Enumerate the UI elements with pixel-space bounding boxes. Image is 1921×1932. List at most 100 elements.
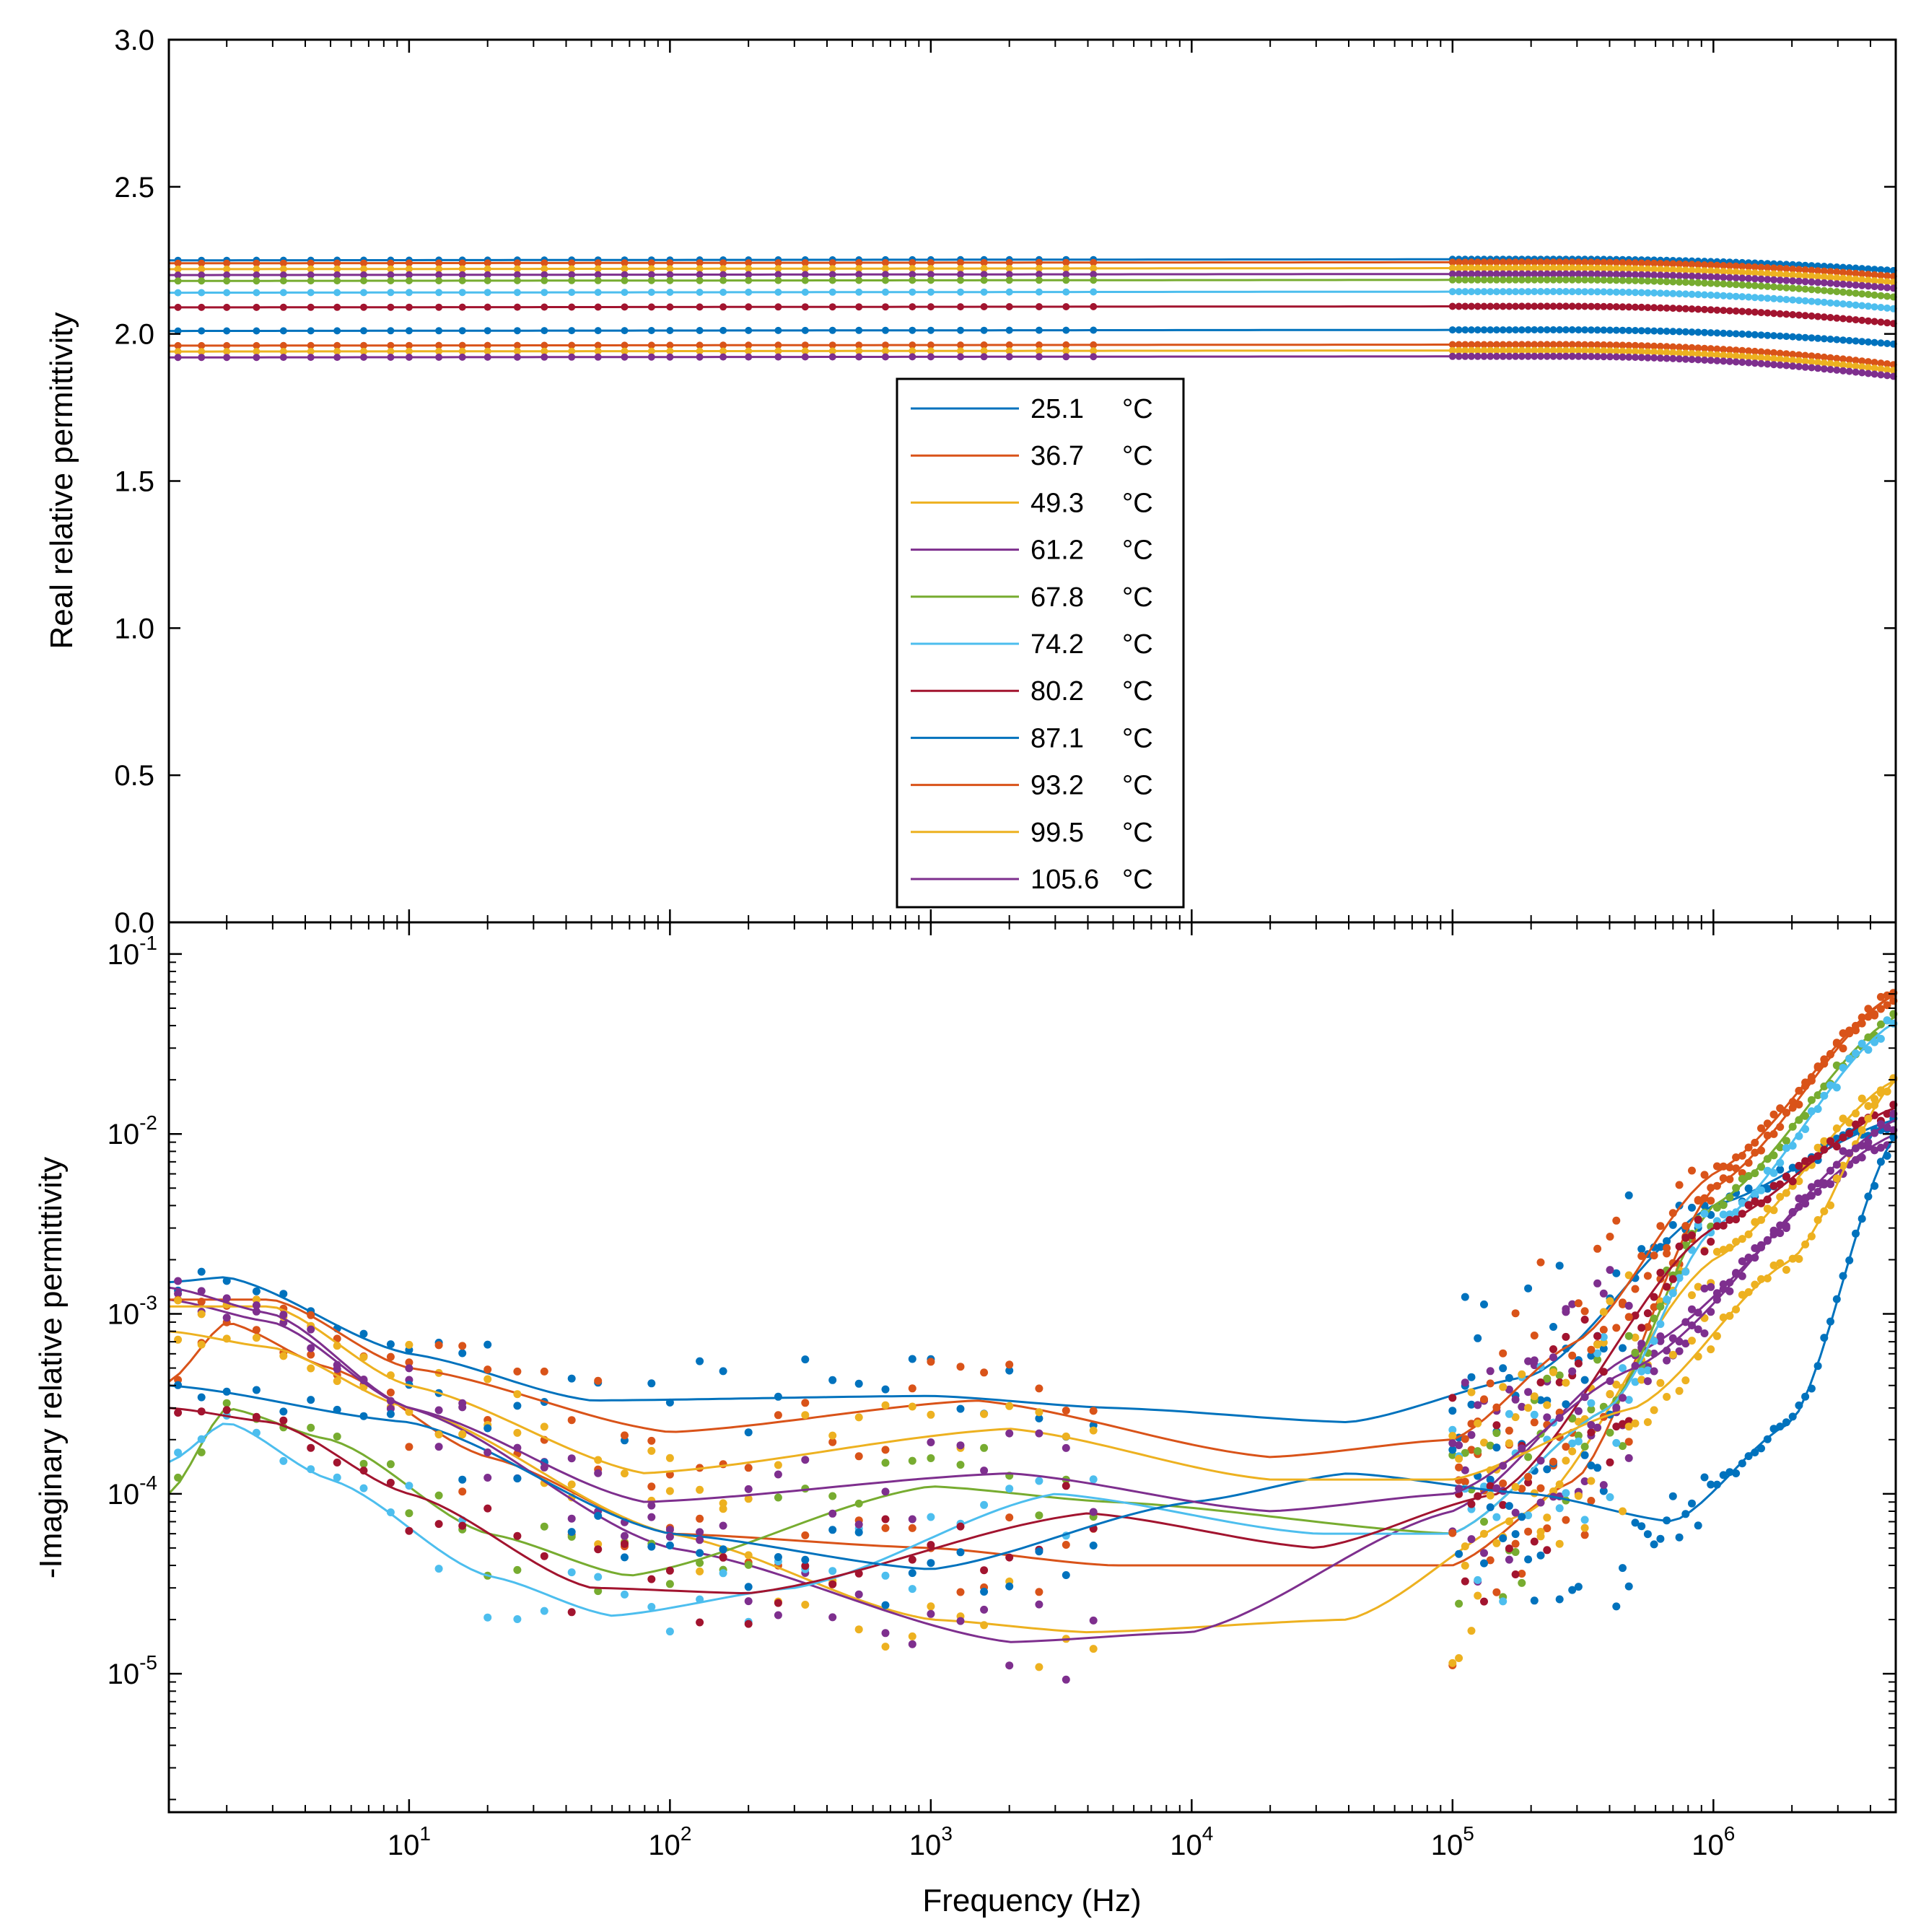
- real-series-5-point: [435, 289, 443, 297]
- real-series-4-point: [1782, 284, 1790, 292]
- real-series-9-point: [1593, 346, 1601, 354]
- real-series-9-point: [1637, 348, 1645, 356]
- real-series-8-point: [621, 341, 629, 349]
- imag-series-6-point: [1448, 1394, 1457, 1402]
- imag-series-7-point: [1707, 1480, 1715, 1489]
- imag-series-10-point: [1857, 1141, 1866, 1150]
- imag-series-0-line: [168, 1119, 1896, 1424]
- real-series-3-point: [405, 271, 413, 279]
- real-series-5-point: [1656, 289, 1664, 297]
- imag-series-4-point: [1744, 1172, 1753, 1180]
- real-series-10-point: [1625, 353, 1633, 361]
- real-series-7-point: [1492, 326, 1500, 334]
- imag-series-9-point: [1870, 1101, 1879, 1109]
- real-series-8-point: [1549, 341, 1557, 349]
- real-series-2-point: [1757, 269, 1765, 277]
- real-series-1-point: [1543, 258, 1551, 266]
- real-series-8-point: [1864, 358, 1872, 366]
- real-series-4-point: [1732, 281, 1740, 289]
- imag-series-4-point: [1864, 1033, 1873, 1041]
- imag-series-7-point: [567, 1528, 576, 1537]
- imag-series-5-point: [1643, 1366, 1652, 1375]
- real-series-6-point: [1669, 305, 1677, 312]
- imag-series-7-point: [1062, 1571, 1070, 1579]
- real-series-10-point: [1725, 357, 1733, 365]
- imag-series-9-point: [1619, 1507, 1627, 1516]
- real-series-9-point: [1764, 354, 1772, 362]
- imag-series-7-point: [1574, 1583, 1583, 1591]
- imag-series-0-point: [1549, 1323, 1557, 1331]
- real-series-8-point: [1883, 360, 1891, 368]
- imag-series-3-point: [881, 1629, 890, 1638]
- real-series-5-point: [1883, 304, 1891, 312]
- real-series-6-point: [435, 303, 443, 311]
- imag-series-7-point: [774, 1553, 782, 1561]
- imag-series-8-point: [1801, 1078, 1810, 1087]
- real-series-7-point: [1877, 339, 1885, 347]
- imag-series-7-point: [1757, 1444, 1765, 1453]
- real-series-10-point: [1062, 353, 1070, 361]
- real-series-6-point: [1005, 303, 1013, 310]
- real-series-7-point: [1814, 334, 1822, 342]
- real-series-5-point: [1870, 303, 1878, 311]
- real-series-10-point: [1632, 354, 1639, 362]
- imag-series-7-point: [1656, 1534, 1665, 1543]
- real-series-3-point: [1549, 270, 1557, 278]
- real-series-5-point: [882, 288, 889, 296]
- legend-label-0: 25.1: [1030, 394, 1084, 424]
- real-series-7-point: [594, 327, 602, 335]
- legend-unit-0: °C: [1122, 394, 1153, 424]
- imag-series-9-point: [333, 1342, 341, 1350]
- real-series-1-point: [927, 259, 935, 266]
- imag-series-3-point: [1694, 1308, 1702, 1317]
- real-series-6-point: [541, 303, 548, 311]
- real-series-3-point: [980, 271, 988, 279]
- real-series-2-point: [1632, 265, 1639, 273]
- real-series-8-point: [1789, 351, 1797, 358]
- imag-series-2-point: [1555, 1480, 1564, 1489]
- imag-series-10-point: [927, 1438, 935, 1446]
- real-series-10-point: [1701, 357, 1708, 364]
- imag-series-6-point: [1461, 1577, 1469, 1586]
- real-series-3-point: [1725, 274, 1733, 281]
- real-series-2-point: [1839, 274, 1847, 282]
- real-series-7-point: [621, 327, 629, 335]
- real-series-8-point: [387, 341, 395, 349]
- real-series-8-point: [1492, 341, 1500, 349]
- real-series-4-point: [1487, 276, 1495, 284]
- imag-series-5-point: [386, 1508, 395, 1516]
- imag-series-6-point: [279, 1416, 288, 1425]
- real-series-9-point: [1524, 346, 1532, 354]
- real-series-6-point: [696, 303, 704, 311]
- real-series-7-point: [1782, 333, 1790, 341]
- real-series-10-point: [1845, 367, 1853, 375]
- imag-series-10-point: [1688, 1321, 1696, 1329]
- imag-series-7-point: [1524, 1555, 1533, 1564]
- real-series-3-point: [1606, 271, 1614, 278]
- imag-series-5-point: [647, 1603, 656, 1611]
- imag-series-9-point: [744, 1495, 753, 1503]
- real-series-4-point: [1845, 289, 1853, 297]
- real-series-4-point: [1656, 277, 1664, 285]
- imag-series-10-point: [405, 1364, 413, 1373]
- imag-series-1-point: [1062, 1541, 1070, 1549]
- imag-series-7-point: [359, 1412, 368, 1420]
- imag-series-7-point: [621, 1553, 629, 1562]
- imag-series-5-point: [279, 1456, 288, 1465]
- imag-series-7-point: [1852, 1229, 1860, 1238]
- real-series-5-point: [1531, 288, 1539, 295]
- imag-series-9-point: [1568, 1447, 1577, 1456]
- imag-series-8-point: [854, 1452, 863, 1461]
- imag-series-6-point: [1675, 1242, 1684, 1251]
- real-series-5-point: [1575, 288, 1583, 296]
- real-series-6-point: [621, 303, 629, 311]
- real-series-3-point: [855, 271, 863, 279]
- real-series-9-point: [1864, 364, 1872, 372]
- real-series-4-point: [1833, 288, 1841, 296]
- real-series-3-point: [1732, 274, 1740, 282]
- imag-series-10-point: [1448, 1439, 1457, 1448]
- imag-series-4-point: [980, 1443, 989, 1452]
- real-series-2-point: [1512, 264, 1520, 272]
- real-series-10-point: [1789, 362, 1797, 370]
- real-series-7-point: [1575, 326, 1583, 334]
